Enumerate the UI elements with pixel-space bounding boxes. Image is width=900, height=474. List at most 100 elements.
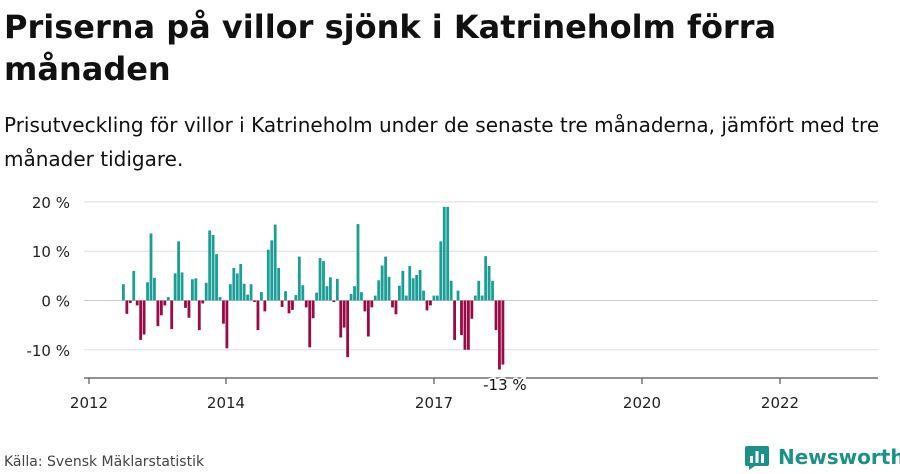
bar (477, 280, 481, 301)
bar (246, 294, 249, 301)
bar (204, 282, 208, 301)
bar (194, 278, 198, 301)
bar (263, 300, 267, 312)
y-tick-label: 0 % (41, 293, 70, 311)
bar (401, 270, 405, 301)
bar (453, 300, 456, 340)
bar (225, 300, 229, 349)
bar (404, 295, 408, 301)
bar (370, 300, 374, 308)
bar (163, 300, 167, 306)
bar (332, 300, 336, 302)
bar (256, 300, 260, 331)
bar (132, 270, 136, 301)
bar-chart-logo-icon (745, 446, 769, 470)
bar (394, 300, 398, 315)
bar (135, 300, 139, 306)
bar (473, 295, 477, 301)
bar (387, 276, 391, 301)
bar (249, 284, 253, 301)
bar (425, 300, 429, 311)
bar (322, 261, 325, 301)
bar (449, 280, 453, 301)
bar (297, 256, 301, 301)
bar (277, 267, 281, 301)
brand-logo[interactable]: Newsworthy (744, 440, 900, 474)
bar (308, 300, 312, 348)
bar (146, 282, 149, 301)
bar (491, 280, 494, 301)
bar (494, 300, 498, 331)
bar (184, 300, 187, 308)
bar (177, 241, 180, 301)
bar (415, 274, 419, 301)
bar (294, 295, 298, 301)
bar (484, 256, 488, 301)
bar (432, 295, 436, 301)
bar (156, 300, 160, 327)
x-tick-label: 2020 (623, 394, 661, 412)
x-tick-label: 2014 (207, 394, 245, 412)
bar (463, 300, 467, 350)
bar (232, 267, 236, 301)
bar (360, 292, 363, 301)
bar (363, 300, 367, 312)
bar (442, 206, 446, 301)
bar (122, 284, 125, 301)
bar (191, 279, 194, 301)
y-tick-label: 20 % (32, 194, 70, 212)
source-note: Källa: Svensk Mäklarstatistik (4, 454, 205, 470)
bar (353, 286, 356, 301)
bar (435, 295, 439, 301)
bar (366, 300, 370, 337)
bar (380, 265, 384, 301)
y-tick-label: 10 % (32, 243, 70, 261)
bar (487, 265, 491, 301)
bar (208, 230, 212, 301)
bar (377, 280, 381, 301)
bar (201, 300, 205, 304)
bar (384, 256, 387, 301)
bar (418, 269, 422, 301)
bar (187, 300, 191, 318)
bar (501, 300, 505, 365)
bar (270, 240, 274, 301)
bar (180, 272, 184, 301)
bar (460, 300, 463, 336)
bar (228, 284, 232, 301)
bar (235, 273, 239, 301)
y-tick-label: -10 % (26, 342, 70, 360)
bar (284, 291, 287, 301)
bar (339, 300, 343, 338)
bar (211, 234, 215, 301)
page-subtitle: Prisutveckling för villor i Katrineholm … (4, 113, 880, 171)
bar (446, 206, 450, 301)
bar (253, 300, 256, 302)
bar (411, 278, 415, 301)
bar (408, 265, 412, 301)
bar (273, 224, 277, 301)
bar (139, 300, 143, 340)
bar (125, 300, 129, 314)
bar (280, 300, 284, 307)
bar (173, 273, 177, 301)
bar (218, 297, 222, 301)
bar (128, 300, 132, 303)
brand-name: Newsworthy (778, 445, 900, 469)
last-value-label: -13 % (483, 376, 527, 394)
bar (318, 258, 322, 301)
bar (325, 286, 329, 301)
bar (301, 285, 305, 301)
x-tick-label: 2012 (70, 394, 108, 412)
page-title: Priserna på villor sjönk i Katrineholm f… (4, 8, 777, 88)
bar (346, 300, 350, 358)
bar (391, 300, 394, 308)
bar (142, 300, 146, 335)
bar (260, 292, 263, 301)
bar (287, 300, 291, 314)
bar (467, 300, 470, 350)
bar (239, 264, 243, 301)
bar (159, 300, 163, 316)
bar (291, 300, 294, 310)
bar (197, 300, 201, 331)
